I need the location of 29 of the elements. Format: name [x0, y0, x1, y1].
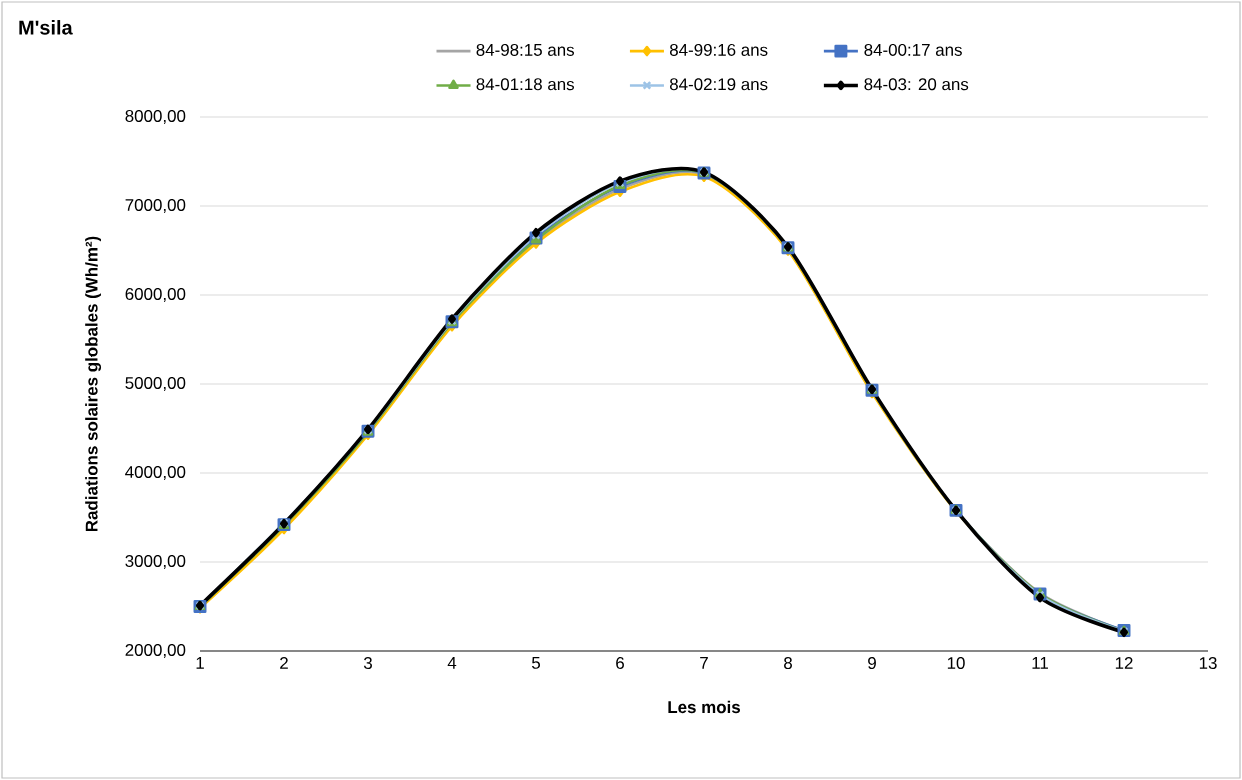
x-tick-label: 8	[784, 657, 792, 670]
legend-label: 84-98:15 ans	[476, 43, 574, 56]
x-tick-label: 11	[1032, 657, 1048, 669]
chart-title: M'sila	[19, 20, 73, 35]
legend-label: 84-02:19 ans	[669, 78, 768, 91]
y-tick-label: 7000,00	[125, 199, 186, 213]
y-axis-title: Radiations solaires globales (Wh/m²)	[85, 236, 102, 532]
y-tick-label: 8000,00	[125, 110, 186, 124]
legend-label: 84-00:17 ans	[864, 43, 962, 56]
y-tick-label: 6000,00	[125, 288, 186, 302]
x-tick-label: 7	[700, 657, 708, 669]
x-tick-label: 9	[868, 657, 876, 670]
x-tick-label: 3	[363, 657, 372, 670]
x-axis-title: Les mois	[668, 700, 740, 714]
y-tick-label: 2000,00	[125, 644, 186, 658]
legend-label: 84-99:16 ans	[669, 43, 768, 56]
x-tick-label: 10	[947, 657, 965, 670]
legend-label: 84-03: 20 ans	[864, 78, 969, 91]
x-tick-label: 12	[1115, 657, 1133, 669]
y-tick-label: 3000,00	[125, 555, 186, 569]
x-tick-label: 13	[1199, 657, 1217, 670]
x-tick-label: 6	[616, 657, 624, 670]
x-tick-label: 5	[531, 657, 541, 669]
legend-label: 84-01:18 ans	[476, 78, 574, 91]
x-tick-label: 4	[447, 657, 457, 669]
y-tick-label: 4000,00	[125, 466, 186, 480]
x-tick-label: 1	[196, 657, 204, 669]
y-tick-label: 5000,00	[125, 377, 186, 391]
x-tick-label: 2	[280, 657, 288, 669]
